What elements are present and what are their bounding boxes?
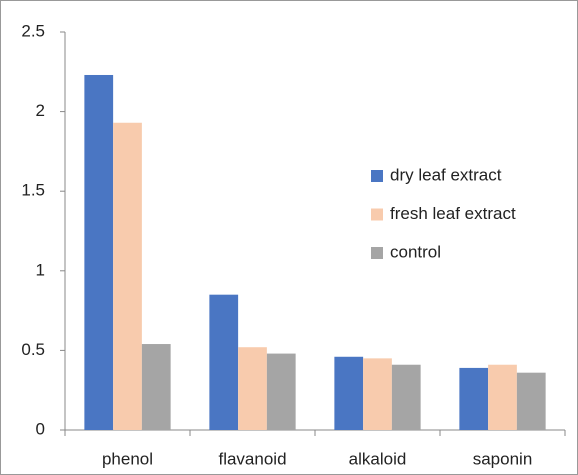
bar — [84, 74, 114, 430]
bar — [238, 347, 267, 430]
bar — [459, 367, 489, 430]
legend-label: fresh leaf extract — [390, 204, 516, 223]
bar — [334, 356, 364, 430]
x-tick-label: saponin — [473, 449, 533, 468]
legend-swatch — [371, 208, 383, 221]
y-tick-label: 2.5 — [21, 21, 45, 40]
y-tick-label: 1.5 — [21, 181, 45, 200]
bar — [113, 122, 142, 430]
legend-label: control — [390, 242, 441, 261]
bar — [363, 358, 392, 430]
y-tick-label: 0 — [36, 419, 45, 438]
y-tick-label: 1 — [36, 260, 45, 279]
legend-swatch — [371, 247, 383, 259]
y-tick-label: 2 — [36, 101, 45, 120]
bar — [488, 364, 517, 430]
x-tick-label: flavanoid — [218, 449, 286, 468]
bar — [209, 294, 239, 430]
y-tick-label: 0.5 — [21, 340, 45, 359]
bar — [516, 372, 546, 430]
legend-label: dry leaf extract — [390, 165, 502, 184]
x-tick-label: phenol — [102, 449, 153, 468]
bar — [266, 353, 296, 430]
x-tick-label: alkaloid — [349, 449, 407, 468]
bar — [141, 344, 171, 430]
legend-swatch — [371, 170, 383, 182]
bar — [391, 364, 421, 430]
